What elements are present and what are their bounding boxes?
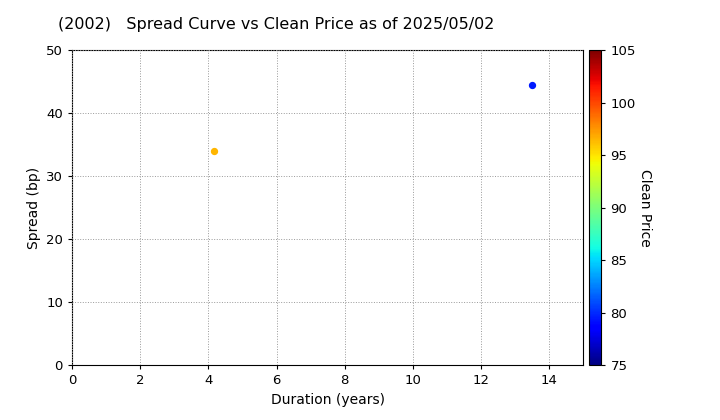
Text: (2002)   Spread Curve vs Clean Price as of 2025/05/02: (2002) Spread Curve vs Clean Price as of… — [58, 17, 494, 32]
X-axis label: Duration (years): Duration (years) — [271, 393, 384, 407]
Y-axis label: Clean Price: Clean Price — [639, 169, 652, 247]
Point — [208, 148, 220, 155]
Y-axis label: Spread (bp): Spread (bp) — [27, 167, 40, 249]
Point — [526, 81, 538, 88]
